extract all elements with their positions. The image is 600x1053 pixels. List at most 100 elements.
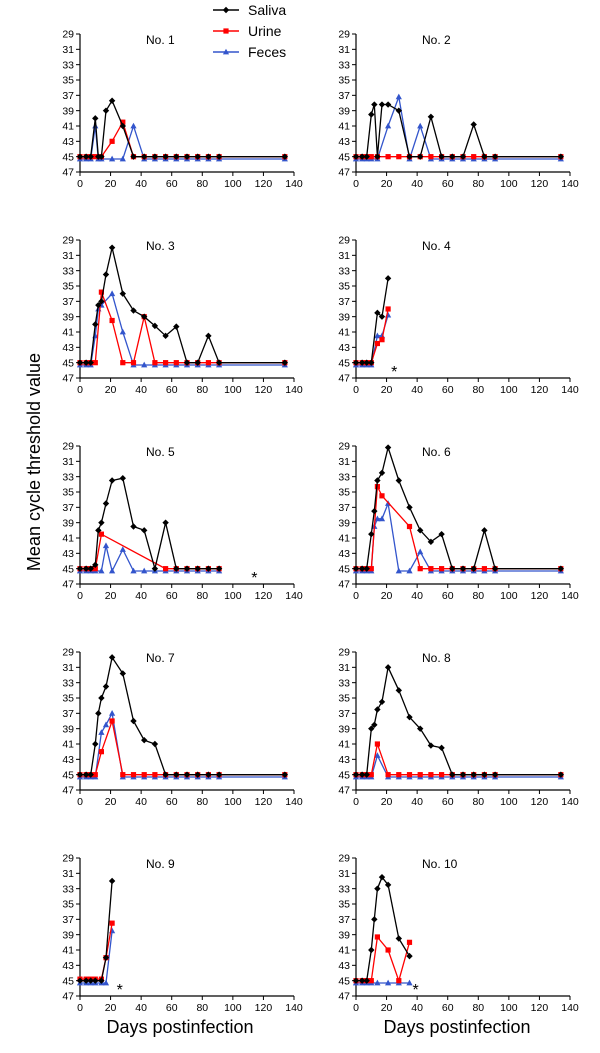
x-tick-label: 40 [135,178,147,190]
x-axis-label-left: Days postinfection [106,1017,253,1037]
data-point-saliva [102,271,110,278]
x-tick-label: 20 [381,590,393,602]
data-point-saliva [557,771,565,778]
data-point-feces [374,979,381,986]
data-point-saliva [205,153,212,160]
data-point-saliva [162,519,169,526]
y-tick-label: 41 [62,739,74,751]
panel-7: 29 31 33 35 37 39 41 43 45 470 20 40 60 80 100 120 140 No… [62,647,303,808]
y-tick-label: 37 [62,708,74,720]
x-tick-label: 120 [531,178,549,190]
y-tick-label: 33 [338,265,350,277]
data-point-urine [417,566,423,572]
data-point-feces [141,567,148,574]
panel-title: No. 5 [146,445,175,459]
panel-title: No. 3 [146,239,175,253]
data-point-saliva [183,359,191,366]
x-tick-label: 140 [561,1002,579,1014]
data-point-saliva [371,916,378,923]
data-point-saliva [363,565,370,572]
panel-title: No. 4 [422,239,451,253]
data-point-feces [109,567,116,574]
data-point-saliva [108,654,116,661]
data-point-saliva [95,301,102,309]
data-point-urine [120,772,126,778]
chart-legend: Saliva Urine Feces [213,2,286,60]
x-tick-label: 140 [561,590,579,602]
data-point-saliva [417,527,424,534]
series-line-urine [356,484,561,570]
panel-title: No. 9 [146,857,175,871]
x-tick-label: 100 [224,590,242,602]
data-point-saliva [352,771,360,778]
data-point-saliva [151,322,159,330]
data-point-saliva [76,359,84,366]
series-line-feces [80,292,285,366]
data-point-saliva [378,873,386,881]
data-point-saliva [395,935,402,942]
x-tick-label: 140 [285,590,303,602]
x-tick-label: 60 [442,796,454,808]
data-point-saliva [352,153,360,160]
y-tick-label: 37 [62,502,74,514]
data-point-saliva [102,683,110,690]
data-point-urine [98,289,104,295]
y-tick-label: 45 [338,563,350,575]
data-point-feces [119,546,126,552]
x-tick-label: 20 [381,796,393,808]
data-point-saliva [119,670,126,677]
y-tick-label: 47 [62,373,74,385]
x-tick-label: 60 [442,384,454,396]
x-tick-label: 100 [500,384,518,396]
data-point-urine [396,978,402,984]
y-tick-label: 47 [338,991,350,1003]
data-point-urine [406,523,413,530]
data-point-saliva [427,742,435,749]
data-point-saliva [98,977,105,984]
data-point-saliva [108,477,116,484]
asterisk-annotation: * [413,982,419,999]
data-point-saliva [371,101,378,108]
x-tick-label: 80 [196,590,208,602]
x-tick-label: 80 [472,178,484,190]
x-tick-label: 40 [411,1002,423,1014]
y-tick-label: 43 [62,960,74,972]
y-tick-label: 47 [338,785,350,797]
x-tick-label: 0 [77,796,83,808]
data-point-saliva [183,771,191,778]
data-point-feces [374,752,381,758]
y-tick-label: 43 [338,342,350,354]
series-line-urine [80,291,285,364]
data-point-saliva [438,153,445,160]
x-tick-label: 100 [500,178,518,190]
x-tick-label: 80 [472,796,484,808]
data-point-saliva [281,771,289,778]
data-point-saliva [173,153,180,160]
y-tick-label: 45 [338,769,350,781]
data-point-urine [417,772,423,778]
data-point-urine [98,531,104,537]
x-tick-label: 60 [442,590,454,602]
data-point-saliva [378,313,386,320]
data-point-saliva [141,736,148,744]
y-tick-label: 37 [338,296,350,308]
data-point-urine [428,154,434,160]
data-point-saliva [194,565,201,572]
y-tick-label: 31 [62,662,74,674]
series-line-saliva [356,665,561,776]
data-point-saliva [384,881,392,889]
panel-1: 29 31 33 35 37 39 41 43 45 470 20 40 60 80 100 120 140 No… [62,29,303,190]
x-tick-label: 80 [196,178,208,190]
x-tick-label: 120 [255,384,273,396]
panel-4: 29 31 33 35 37 39 41 43 45 470 20 40 60 80 100 120 140 No… [338,235,579,396]
data-point-feces [98,729,105,735]
data-point-urine [374,340,380,347]
data-point-saliva [374,477,381,484]
y-tick-label: 47 [62,167,74,179]
data-point-saliva [368,359,375,366]
data-point-urine [173,360,179,366]
y-tick-label: 45 [62,975,74,987]
data-point-saliva [384,101,392,108]
x-tick-label: 100 [224,384,242,396]
